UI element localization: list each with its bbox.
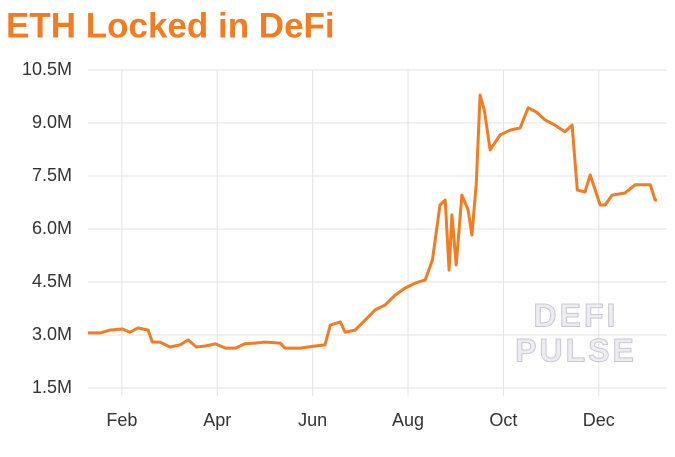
watermark: PULSE <box>515 332 637 368</box>
data-line <box>88 93 657 350</box>
y-tick-label: 9.0M <box>32 112 72 132</box>
x-tick-label: Feb <box>106 410 137 430</box>
x-tick-label: Jun <box>298 410 327 430</box>
x-tick-label: Aug <box>392 410 424 430</box>
y-tick-label: 3.0M <box>32 324 72 344</box>
y-tick-label: 6.0M <box>32 218 72 238</box>
y-tick-label: 4.5M <box>32 271 72 291</box>
x-tick-label: Apr <box>203 410 231 430</box>
x-tick-label: Oct <box>489 410 517 430</box>
watermark: DEFI <box>534 297 619 333</box>
x-tick-label: Dec <box>583 410 615 430</box>
chart-title: ETH Locked in DeFi <box>6 6 335 45</box>
y-tick-label: 1.5M <box>32 377 72 397</box>
y-tick-label: 10.5M <box>22 59 72 79</box>
y-tick-label: 7.5M <box>32 165 72 185</box>
